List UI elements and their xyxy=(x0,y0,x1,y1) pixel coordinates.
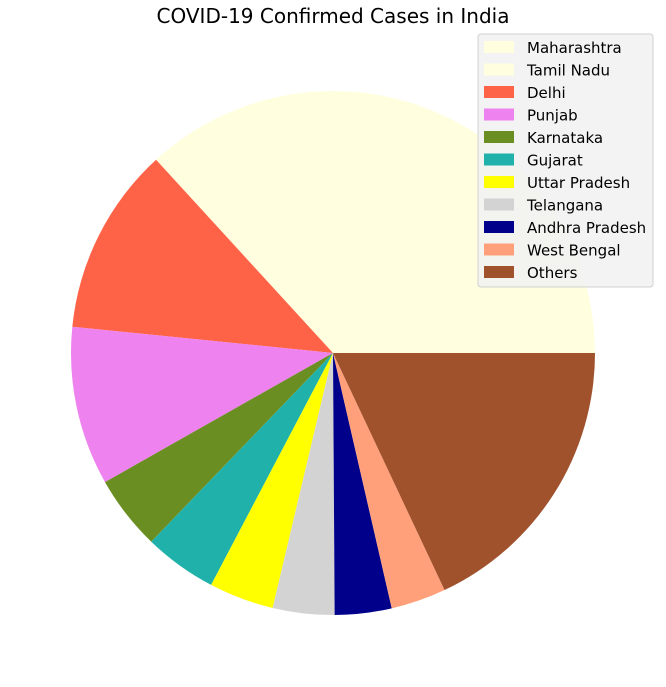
legend-swatch-uttar-pradesh xyxy=(484,176,514,188)
legend: Maharashtra Tamil Nadu Delhi Punjab Karnatak… xyxy=(477,33,654,288)
legend-swatch-delhi xyxy=(484,86,514,98)
legend-swatch-west-bengal xyxy=(484,243,514,256)
legend-swatch-telangana xyxy=(484,198,514,211)
slice-telangana xyxy=(272,353,335,615)
legend-label-punjab: Punjab xyxy=(527,107,578,125)
legend-swatch-andhra-pradesh xyxy=(484,221,514,233)
slice-punjab xyxy=(70,326,334,483)
slice-gujarat xyxy=(151,353,333,585)
legend-label-tamil-nadu: Tamil Nadu xyxy=(526,62,610,80)
legend-swatch-maharashtra xyxy=(484,41,514,53)
legend-swatch-gujarat xyxy=(484,153,514,166)
legend-swatch-karnataka xyxy=(484,131,514,143)
slice-delhi xyxy=(72,159,333,353)
chart-title: COVID-19 Confirmed Cases in India xyxy=(156,4,510,28)
legend-label-others: Others xyxy=(527,264,578,282)
legend-label-maharashtra: Maharashtra xyxy=(527,39,622,57)
legend-label-gujarat: Gujarat xyxy=(527,152,583,170)
legend-swatch-tamil-nadu xyxy=(484,63,514,76)
legend-label-delhi: Delhi xyxy=(527,84,566,102)
legend-label-uttar-pradesh: Uttar Pradesh xyxy=(527,174,630,192)
legend-label-karnataka: Karnataka xyxy=(527,129,603,147)
legend-label-andhra-pradesh: Andhra Pradesh xyxy=(527,219,646,237)
slice-others xyxy=(333,353,595,591)
slice-west-bengal xyxy=(333,353,445,609)
legend-label-telangana: Telangana xyxy=(526,197,603,215)
slice-uttar-pradesh xyxy=(211,353,333,608)
legend-swatch-others xyxy=(484,266,514,278)
legend-swatch-punjab xyxy=(484,108,514,121)
legend-frame xyxy=(477,33,654,288)
slice-karnataka xyxy=(105,353,333,542)
slice-andhra-pradesh xyxy=(333,353,392,615)
legend-label-west-bengal: West Bengal xyxy=(527,242,621,260)
pie-slices xyxy=(70,90,595,615)
